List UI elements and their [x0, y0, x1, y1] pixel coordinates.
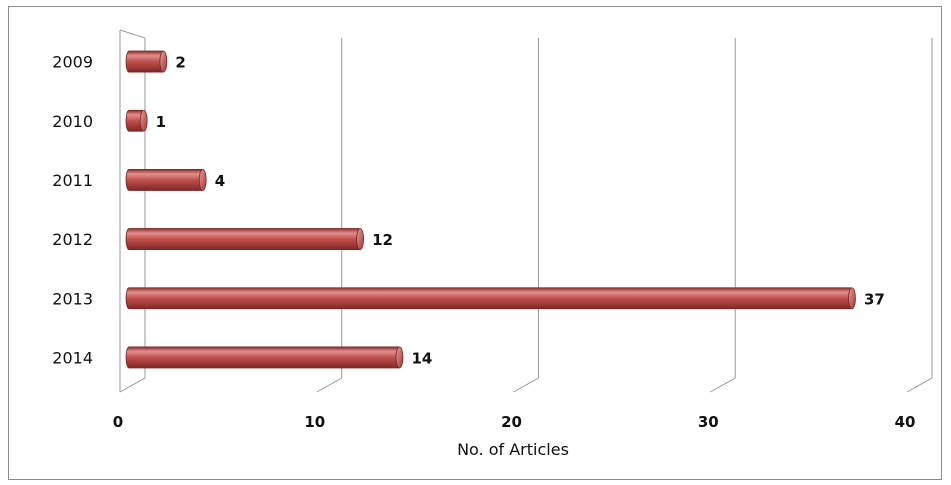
gridline-foot: [316, 377, 342, 393]
gridline-foot: [119, 377, 146, 393]
data-label: 4: [215, 172, 225, 190]
gridline-foot: [906, 377, 933, 393]
data-label: 2: [175, 54, 185, 72]
bar: [125, 228, 363, 250]
bar-end-cap: [159, 50, 168, 73]
bar: [125, 287, 855, 310]
y-axis-top-edge: [119, 29, 146, 39]
bar-end-cap: [139, 109, 148, 132]
x-tick-label: 10: [304, 413, 325, 431]
data-label: 14: [411, 349, 432, 367]
bar-end-cap: [356, 228, 365, 250]
gridline-foot: [513, 377, 539, 393]
bar: [125, 50, 166, 73]
data-label: 1: [156, 113, 166, 131]
bar-end-cap: [198, 169, 207, 191]
data-label: 37: [864, 290, 885, 308]
x-tick-label: 40: [895, 413, 916, 431]
category-label: 2014: [52, 348, 93, 367]
category-label: 2009: [52, 53, 93, 72]
bar: [125, 169, 206, 191]
x-axis-title: No. of Articles: [457, 440, 569, 459]
bar-end-cap: [395, 346, 404, 369]
data-label: 12: [372, 231, 393, 249]
bar: [125, 346, 402, 369]
category-label: 2013: [52, 289, 93, 308]
category-label: 2010: [52, 112, 93, 131]
bar-end-cap: [848, 287, 856, 310]
x-tick-label: 20: [501, 413, 522, 431]
gridline-foot: [710, 377, 736, 393]
x-tick-label: 0: [113, 413, 123, 431]
category-label: 2011: [52, 171, 93, 190]
category-label: 2012: [52, 230, 93, 249]
x-tick-label: 30: [698, 413, 719, 431]
